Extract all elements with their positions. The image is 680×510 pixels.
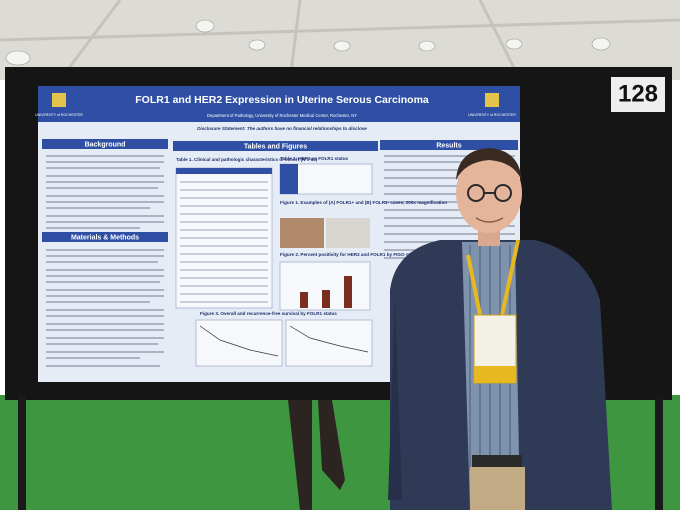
- section-header: Results: [436, 142, 461, 149]
- board-leg: [18, 395, 26, 510]
- ceiling: [0, 0, 680, 80]
- logo: [52, 93, 66, 107]
- caption: Table 2: HER2 vs FOLR1 status: [280, 156, 349, 161]
- figure-3a: [195, 319, 283, 367]
- caption: Table 1. Clinical and pathologic charact…: [176, 157, 318, 162]
- figure-2-bars: [300, 276, 352, 308]
- board-leg: [655, 395, 663, 510]
- ceiling-beams: [0, 0, 680, 81]
- person: [388, 148, 612, 510]
- logo: [485, 93, 499, 107]
- table-rows: [180, 181, 268, 303]
- section-header-bar: [380, 140, 518, 150]
- section-header-bar: [42, 232, 168, 242]
- section-header: Tables and Figures: [244, 143, 307, 150]
- affiliation: Department of Pathology, University of R…: [207, 113, 357, 118]
- table-header: [176, 168, 272, 174]
- section-header-bar: [42, 139, 168, 149]
- section-header: Materials & Methods: [71, 234, 139, 241]
- figure-1a: [280, 218, 324, 248]
- disclosure: Disclosure Statement: The authors have n…: [197, 126, 367, 131]
- table-2-header: [280, 164, 298, 194]
- survival-curves: [199, 325, 369, 357]
- number-card: [611, 77, 665, 112]
- body-text: [46, 155, 515, 367]
- logo-text: UNIVERSITY of ROCHESTER: [468, 113, 516, 117]
- visitor-legs: [288, 400, 345, 510]
- poster-title: FOLR1 and HER2 Expression in Uterine Ser…: [135, 94, 429, 106]
- lamps: [5, 19, 611, 66]
- section-header-bar: [173, 141, 378, 151]
- section-header: Background: [85, 141, 126, 148]
- booth-number: 128: [618, 80, 658, 107]
- logo-text: UNIVERSITY of ROCHESTER: [35, 113, 83, 117]
- figure-1b: [326, 218, 370, 248]
- poster-banner: [38, 86, 520, 122]
- caption: Figure 3. Overall and recurrence-free su…: [200, 311, 337, 316]
- caption: Figure 2. Percent positivity for HER2 an…: [280, 252, 418, 257]
- caption: Figure 1. Examples of (A) FOLR1+ and (B)…: [280, 200, 447, 205]
